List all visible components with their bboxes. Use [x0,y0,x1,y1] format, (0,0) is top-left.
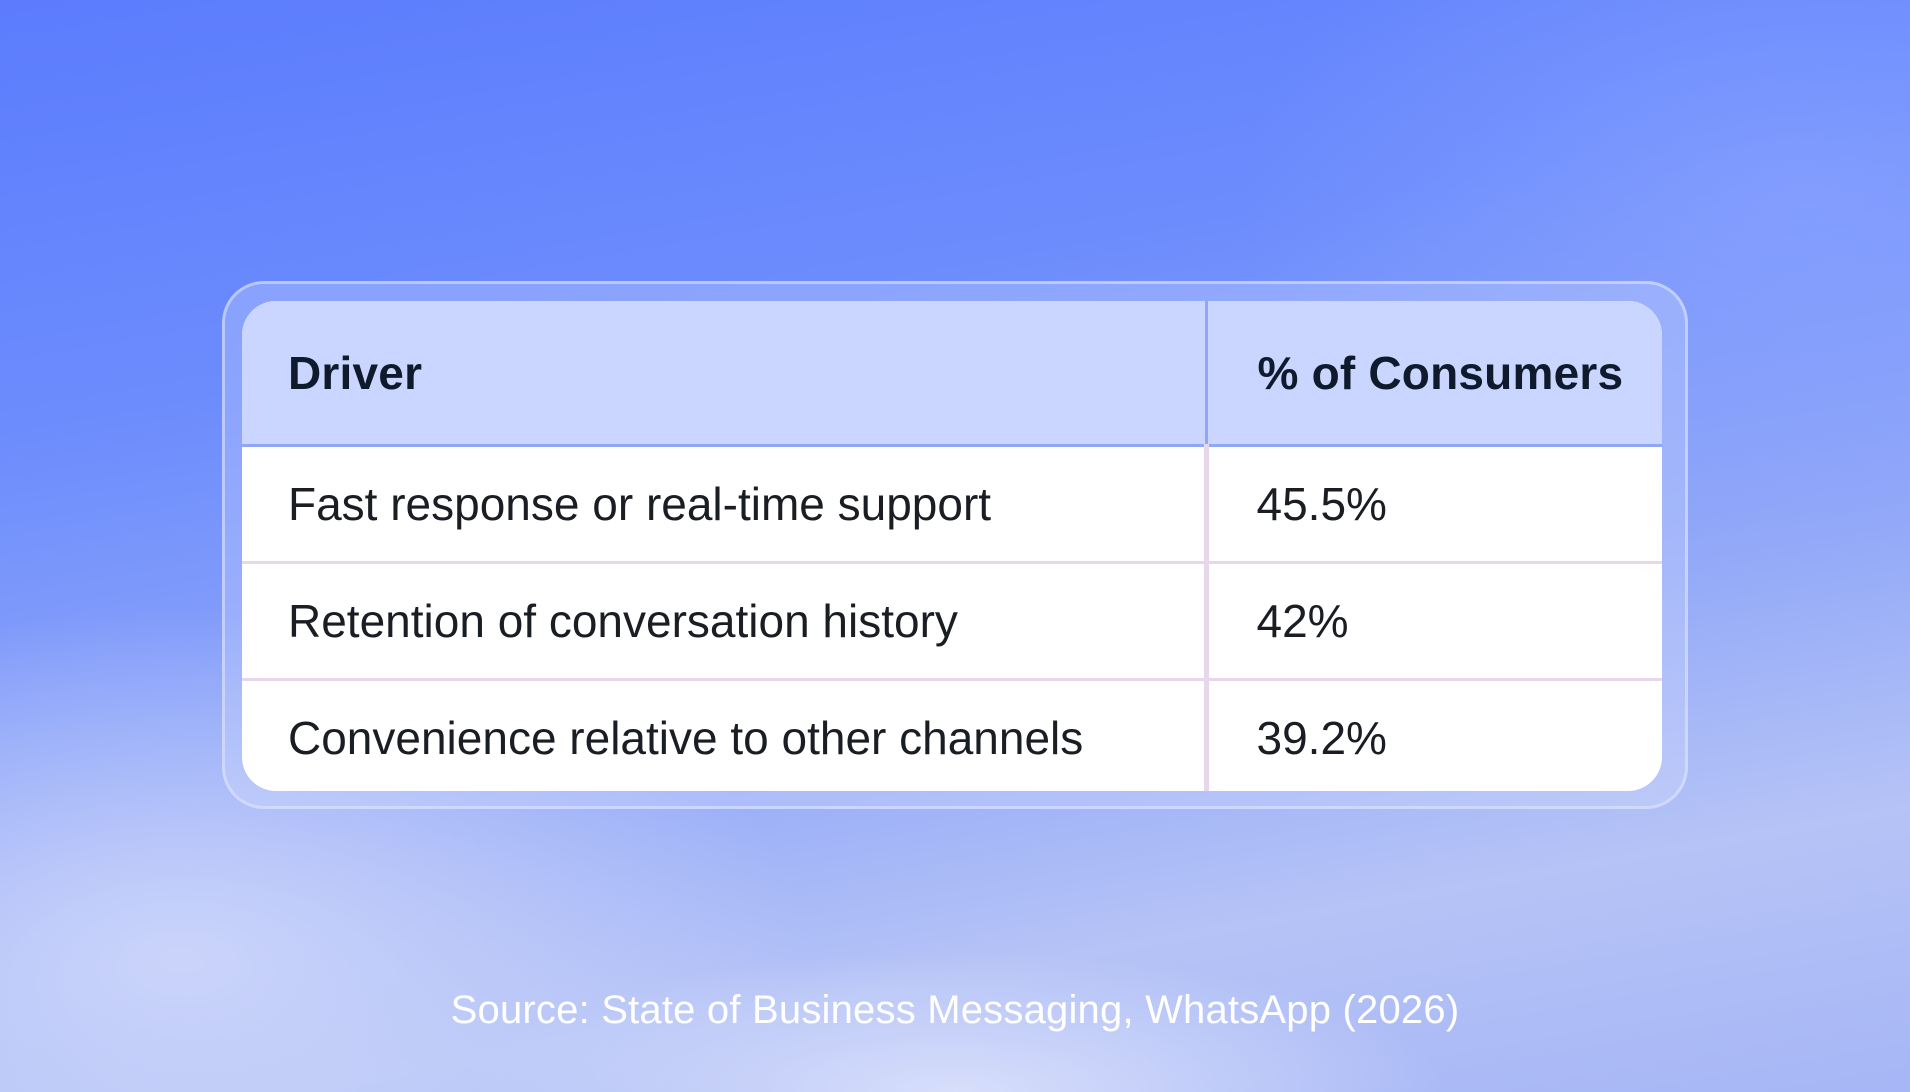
table-row: Fast response or real-time support 45.5% [242,445,1662,564]
table-row: Retention of conversation history 42% [242,562,1662,681]
data-table-container: Driver % of Consumers Fast response or r… [242,301,1662,791]
driver-cell: Fast response or real-time support [242,445,1206,564]
percent-cell: 45.5% [1203,445,1662,564]
source-caption: Source: State of Business Messaging, Wha… [450,988,1460,1032]
table-row: Convenience relative to other channels 3… [242,679,1662,791]
consumer-drivers-table: Driver % of Consumers Fast response or r… [242,301,1662,791]
column-header-driver: Driver [242,301,1206,447]
percent-cell: 39.2% [1203,679,1662,791]
column-header-percent: % of Consumers [1204,301,1662,447]
percent-cell: 42% [1203,562,1662,681]
table-header-row: Driver % of Consumers [242,301,1662,447]
driver-cell: Retention of conversation history [242,562,1206,681]
driver-cell: Convenience relative to other channels [288,712,1084,764]
